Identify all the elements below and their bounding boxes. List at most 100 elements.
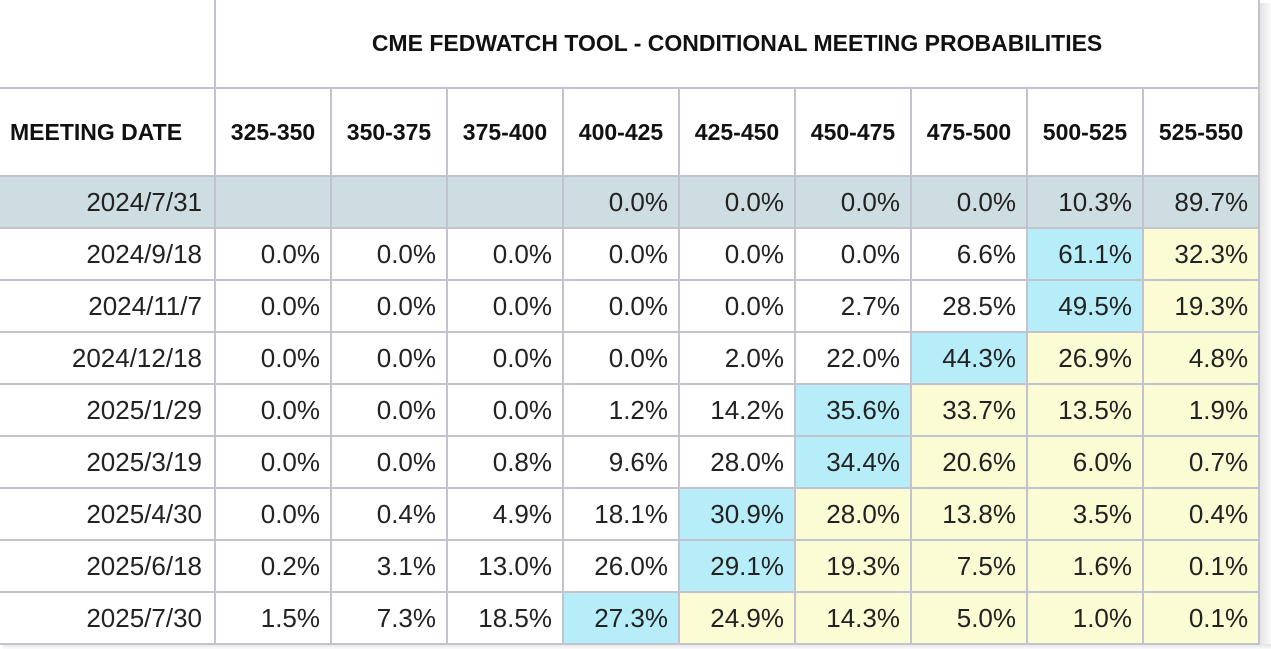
- probability-cell: 33.7%: [910, 383, 1028, 437]
- rate-range-header: 375-400: [446, 87, 564, 177]
- probability-cell: 0.0%: [214, 331, 332, 385]
- probability-cell: 28.5%: [910, 279, 1028, 333]
- probability-cell: 14.3%: [794, 591, 912, 645]
- probability-cell: 35.6%: [794, 383, 912, 437]
- probability-cell: 0.8%: [446, 435, 564, 489]
- probability-cell: 0.1%: [1141, 591, 1261, 645]
- probability-cell: 0.0%: [794, 175, 912, 229]
- probability-cell: 10.3%: [1026, 175, 1144, 229]
- rate-range-header: 325-350: [214, 87, 332, 177]
- meeting-date-header: MEETING DATE: [0, 87, 216, 177]
- probability-cell: 14.2%: [678, 383, 796, 437]
- probability-cell: 1.6%: [1026, 539, 1144, 593]
- probability-cell: 0.0%: [214, 383, 332, 437]
- probability-cell: 20.6%: [910, 435, 1028, 489]
- probability-cell: 0.0%: [678, 175, 796, 229]
- table-body: 2024/7/31 0.0% 0.0% 0.0% 0.0% 10.3% 89.7% 2024/…: [0, 175, 1261, 645]
- probability-cell: 0.0%: [330, 227, 448, 281]
- probability-cell: 0.0%: [214, 435, 332, 489]
- probability-cell: 28.0%: [794, 487, 912, 541]
- table-row: 2024/11/7 0.0% 0.0% 0.0% 0.0% 0.0% 2.7% 28.5% 49…: [0, 279, 1261, 333]
- probability-cell: 0.0%: [910, 175, 1028, 229]
- probability-cell: 26.9%: [1026, 331, 1144, 385]
- probability-cell: 0.0%: [446, 227, 564, 281]
- probability-cell: 61.1%: [1026, 227, 1144, 281]
- rate-range-header: 400-425: [562, 87, 680, 177]
- probability-cell: 19.3%: [794, 539, 912, 593]
- meeting-date-cell: 2025/3/19: [0, 435, 216, 489]
- probability-cell: 0.1%: [1141, 539, 1261, 593]
- meeting-date-cell: 2025/1/29: [0, 383, 216, 437]
- rate-range-header: 450-475: [794, 87, 912, 177]
- probability-cell: 0.4%: [330, 487, 448, 541]
- rate-range-header: 500-525: [1026, 87, 1144, 177]
- frame-shadow: [1260, 3, 1271, 649]
- probability-cell: 0.2%: [214, 539, 332, 593]
- rate-range-header: 425-450: [678, 87, 796, 177]
- probability-cell: 0.0%: [794, 227, 912, 281]
- rate-range-header: 350-375: [330, 87, 448, 177]
- probability-cell: 89.7%: [1141, 175, 1261, 229]
- table-row: 2024/9/18 0.0% 0.0% 0.0% 0.0% 0.0% 0.0% 6.6% 61.…: [0, 227, 1261, 281]
- table-row: 2024/12/18 0.0% 0.0% 0.0% 0.0% 2.0% 22.0% 44.3%…: [0, 331, 1261, 385]
- rate-range-header: 525-550: [1141, 87, 1261, 177]
- meeting-date-cell: 2024/12/18: [0, 331, 216, 385]
- meeting-date-cell: 2024/9/18: [0, 227, 216, 281]
- meeting-date-cell: 2025/6/18: [0, 539, 216, 593]
- probability-cell: [330, 175, 448, 229]
- probability-cell: 7.5%: [910, 539, 1028, 593]
- probability-cell: 6.0%: [1026, 435, 1144, 489]
- table-row: 2025/1/29 0.0% 0.0% 0.0% 1.2% 14.2% 35.6% 33.7%…: [0, 383, 1261, 437]
- corner-cell: [0, 0, 216, 89]
- probability-cell: 0.7%: [1141, 435, 1261, 489]
- probability-cell: 0.0%: [562, 279, 680, 333]
- probability-cell: 4.8%: [1141, 331, 1261, 385]
- probability-cell: 0.0%: [330, 331, 448, 385]
- probability-cell: 0.0%: [330, 383, 448, 437]
- probability-cell: 0.0%: [214, 279, 332, 333]
- probability-cell: 1.2%: [562, 383, 680, 437]
- probability-cell: 0.0%: [446, 383, 564, 437]
- table-row: 2025/3/19 0.0% 0.0% 0.8% 9.6% 28.0% 34.4% 20.6%…: [0, 435, 1261, 489]
- probability-cell: 3.5%: [1026, 487, 1144, 541]
- meeting-date-cell: 2025/4/30: [0, 487, 216, 541]
- probability-cell: 18.5%: [446, 591, 564, 645]
- table-row: 2025/6/18 0.2% 3.1% 13.0% 26.0% 29.1% 19.3% 7.5…: [0, 539, 1261, 593]
- probability-cell: 0.0%: [678, 227, 796, 281]
- probability-cell: 26.0%: [562, 539, 680, 593]
- probability-cell: 29.1%: [678, 539, 796, 593]
- probability-cell: 7.3%: [330, 591, 448, 645]
- probability-cell: 34.4%: [794, 435, 912, 489]
- probability-cell: 27.3%: [562, 591, 680, 645]
- probability-cell: 13.0%: [446, 539, 564, 593]
- probability-cell: 1.0%: [1026, 591, 1144, 645]
- table-title: CME FEDWATCH TOOL - CONDITIONAL MEETING …: [213, 0, 1261, 89]
- meeting-date-cell: 2024/7/31: [0, 175, 216, 229]
- probability-cell: 19.3%: [1141, 279, 1261, 333]
- probability-cell: [214, 175, 332, 229]
- probability-cell: 18.1%: [562, 487, 680, 541]
- probability-cell: 0.0%: [562, 175, 680, 229]
- probability-cell: 1.5%: [214, 591, 332, 645]
- probability-cell: 13.5%: [1026, 383, 1144, 437]
- probability-cell: 4.9%: [446, 487, 564, 541]
- rate-range-header: 475-500: [910, 87, 1028, 177]
- probability-cell: [446, 175, 564, 229]
- probability-cell: 30.9%: [678, 487, 796, 541]
- probability-cell: 49.5%: [1026, 279, 1144, 333]
- probability-cell: 0.0%: [678, 279, 796, 333]
- probability-cell: 0.0%: [446, 331, 564, 385]
- probability-cell: 0.0%: [214, 227, 332, 281]
- probability-cell: 32.3%: [1141, 227, 1261, 281]
- probability-cell: 0.0%: [562, 227, 680, 281]
- probability-cell: 0.0%: [214, 487, 332, 541]
- column-header-row: MEETING DATE 325-350 350-375 375-400 400-42…: [0, 87, 1261, 177]
- probability-cell: 2.0%: [678, 331, 796, 385]
- probability-cell: 22.0%: [794, 331, 912, 385]
- probability-cell: 13.8%: [910, 487, 1028, 541]
- probability-cell: 2.7%: [794, 279, 912, 333]
- probability-cell: 1.9%: [1141, 383, 1261, 437]
- table-row: 2025/7/30 1.5% 7.3% 18.5% 27.3% 24.9% 14.3% 5.0…: [0, 591, 1261, 645]
- probability-cell: 0.0%: [562, 331, 680, 385]
